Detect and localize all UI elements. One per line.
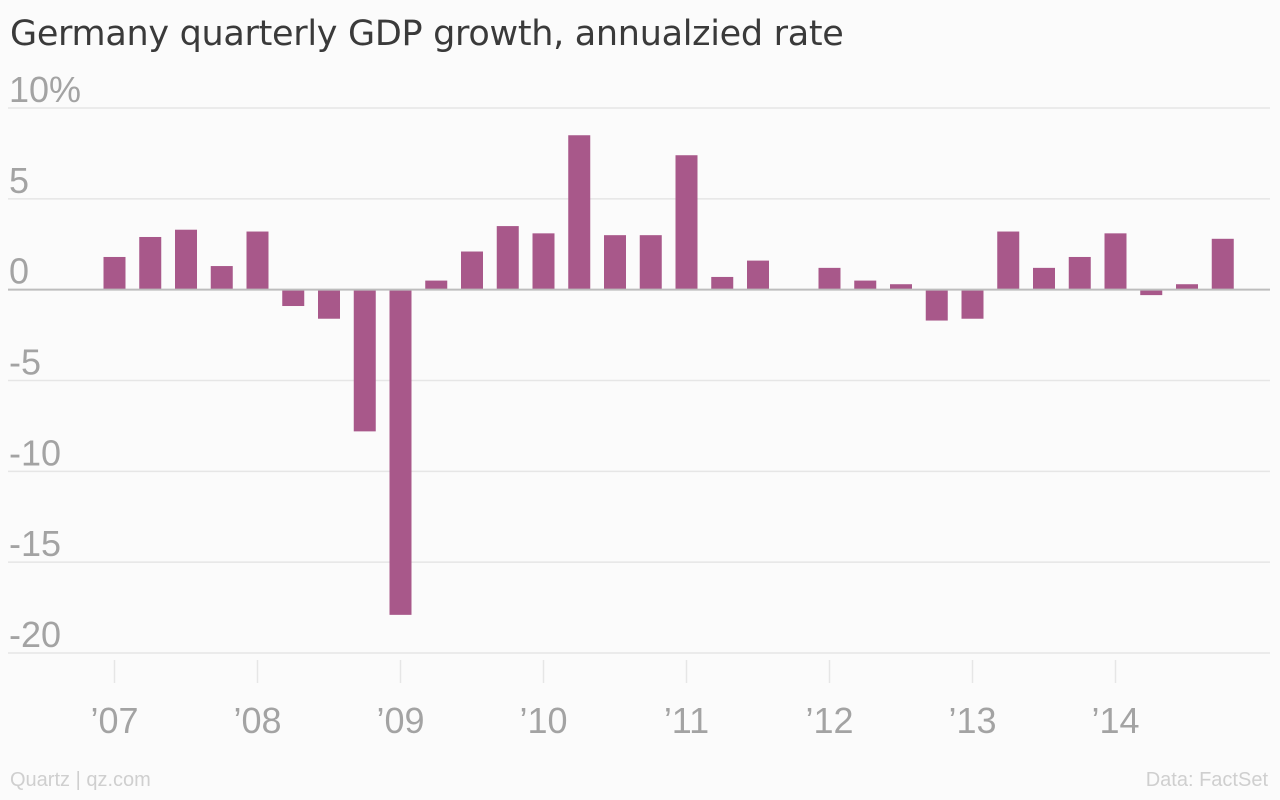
bar (318, 289, 340, 319)
bar (103, 256, 126, 290)
y-tick-label: 0 (9, 251, 29, 292)
x-tick-labels: ’07 ’08 ’09 ’10 ’11 ’12 ’13 ’14 (90, 700, 1139, 741)
bars (103, 135, 1234, 615)
bar (997, 231, 1020, 290)
y-tick-label: -15 (9, 523, 61, 564)
bar (532, 233, 555, 290)
x-tick-label: ’07 (90, 700, 138, 741)
bar (246, 231, 269, 290)
bar (925, 289, 948, 321)
x-tick-label: ’08 (233, 700, 281, 741)
bar (210, 266, 233, 290)
source-credit: Quartz | qz.com (10, 769, 151, 791)
bar (1068, 256, 1091, 290)
x-tick-marks (113, 660, 1117, 683)
x-tick-label: ’10 (519, 700, 567, 741)
y-tick-label: -20 (9, 614, 61, 655)
bar (639, 235, 662, 290)
bar (675, 155, 698, 290)
y-tick-label: -5 (9, 342, 41, 383)
y-tick-label: 5 (9, 160, 29, 201)
x-tick-label: ’13 (948, 700, 996, 741)
bar (711, 276, 734, 290)
x-tick-label: ’11 (664, 700, 709, 741)
chart-title: Germany quarterly GDP growth, annualzied… (10, 14, 844, 54)
bar (568, 135, 591, 290)
bar (425, 280, 448, 290)
y-tick-label: 10% (9, 69, 81, 110)
bar (461, 251, 483, 290)
bar (496, 226, 519, 290)
bar (961, 289, 984, 319)
bar (818, 267, 841, 290)
bar (890, 284, 912, 290)
bar (747, 260, 769, 290)
gridlines (8, 107, 1270, 654)
x-tick-label: ’09 (376, 700, 424, 741)
y-tick-labels: 10% 5 0 -5 -10 -15 -20 (9, 69, 81, 655)
bar (1104, 233, 1127, 290)
bar (389, 289, 412, 615)
x-tick-label: ’14 (1091, 700, 1139, 741)
y-tick-label: -10 (9, 432, 61, 473)
bar (175, 229, 197, 290)
bar (1176, 284, 1198, 290)
bar (282, 289, 305, 307)
bar (854, 280, 877, 290)
data-source: Data: FactSet (1145, 769, 1268, 791)
bar (604, 235, 626, 290)
bar (139, 236, 162, 290)
bar (1033, 267, 1055, 290)
x-tick-label: ’12 (805, 700, 853, 741)
bar (1140, 289, 1163, 296)
bar (353, 289, 376, 432)
bar (1211, 238, 1234, 290)
